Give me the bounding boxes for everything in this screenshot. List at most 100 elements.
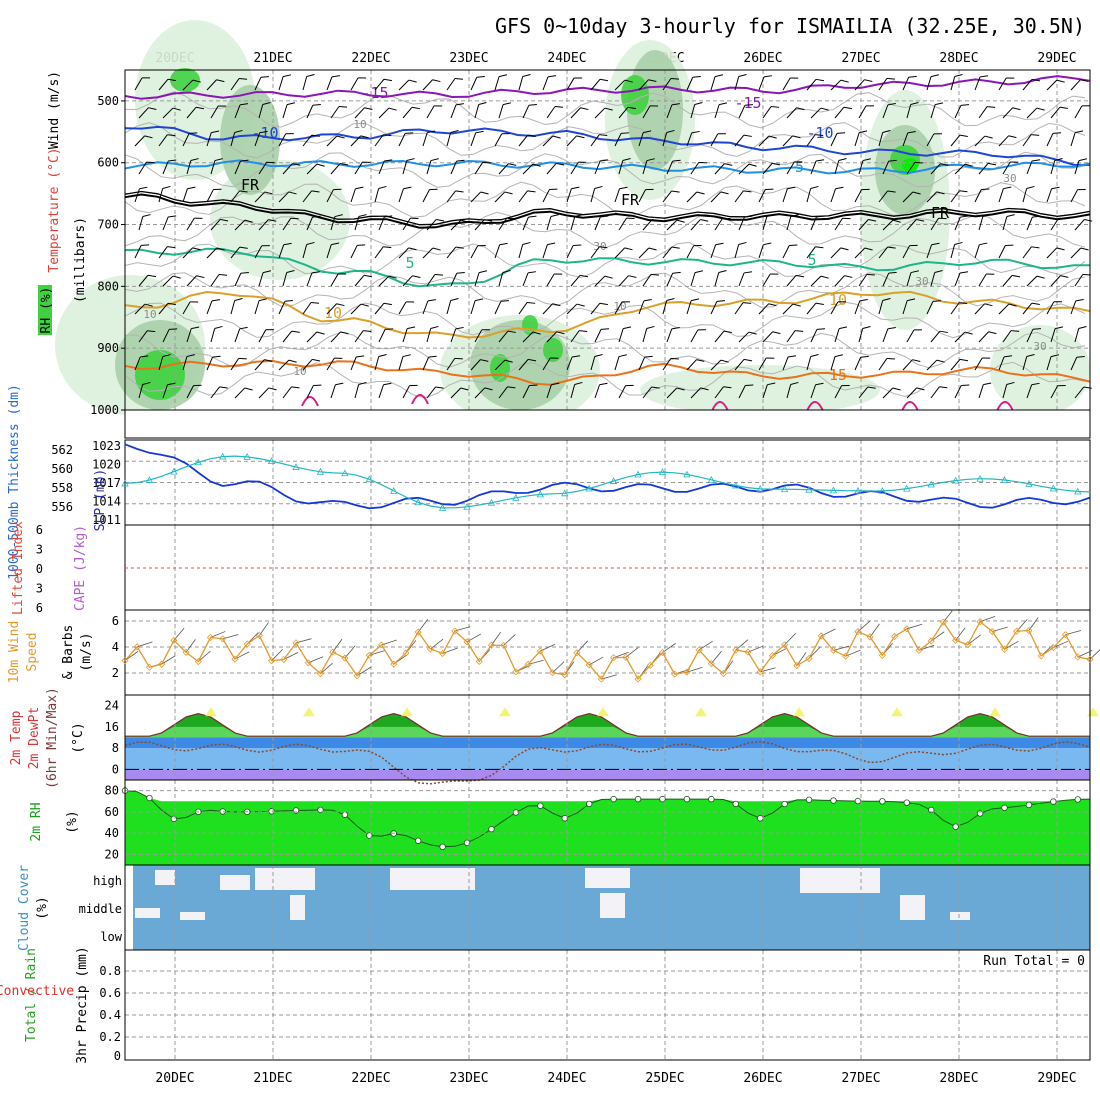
wind-marker xyxy=(585,661,593,669)
barb-staff xyxy=(810,216,817,231)
barb-flag xyxy=(313,384,322,387)
axis-title: (m/s) xyxy=(79,632,94,671)
barb-staff xyxy=(546,384,552,399)
wind-barb xyxy=(134,355,149,371)
barb-staff xyxy=(806,188,812,203)
barb-flag xyxy=(480,191,489,195)
barb-staff xyxy=(186,217,195,231)
wind-barb xyxy=(566,244,582,259)
barb-staff xyxy=(686,77,694,91)
barb-staff xyxy=(711,650,722,664)
wind-barb xyxy=(186,106,205,119)
barb-staff xyxy=(450,273,458,287)
barb-flag xyxy=(189,132,198,134)
wind-barb xyxy=(354,214,367,231)
wind-marker xyxy=(1025,626,1033,635)
barb-flag xyxy=(312,215,321,218)
barb-staff xyxy=(690,387,702,399)
rh-marker xyxy=(879,798,886,805)
barb-staff xyxy=(806,134,816,147)
barb-staff xyxy=(758,244,764,259)
wind-barb xyxy=(426,158,439,175)
barb-staff xyxy=(470,132,477,147)
barb-staff xyxy=(638,356,646,371)
barb-flag xyxy=(618,354,627,358)
wind-barb xyxy=(302,73,315,91)
barb-flag xyxy=(910,101,919,105)
barb-flag xyxy=(550,214,559,218)
wind-barb xyxy=(998,186,1012,203)
wind-barb xyxy=(954,331,973,343)
barb-staff xyxy=(134,356,141,371)
wind-barb xyxy=(306,271,320,287)
wind-barb xyxy=(808,646,821,659)
wind-barb xyxy=(642,158,655,175)
barb-flag xyxy=(146,161,155,163)
wind-barb xyxy=(906,219,925,231)
barb-flag xyxy=(506,217,515,220)
rh-isoline xyxy=(124,361,1086,399)
wind-barb xyxy=(690,161,707,175)
wind-barb xyxy=(230,190,248,203)
barb-staff xyxy=(422,79,433,91)
wind-marker xyxy=(548,669,557,677)
thickness-marker xyxy=(267,457,276,465)
rh-shading xyxy=(135,350,185,400)
barb-flag xyxy=(288,191,297,195)
slp-tick: 1011 xyxy=(92,513,121,527)
barb-staff xyxy=(254,132,261,147)
barb-staff xyxy=(1050,385,1059,399)
barb-flag xyxy=(187,186,196,190)
barb-flag xyxy=(167,382,176,386)
wind-marker xyxy=(475,657,483,666)
barb-staff xyxy=(738,163,750,175)
barb-flag xyxy=(363,330,372,333)
rh-isoline xyxy=(124,331,1086,369)
wind-barb xyxy=(494,74,508,91)
barb-staff xyxy=(882,104,889,119)
barb-flag xyxy=(234,297,243,301)
barb-flag xyxy=(594,354,603,357)
wind-barb xyxy=(796,652,807,666)
barb-staff xyxy=(402,385,410,399)
barb-staff xyxy=(974,244,980,259)
wind-barb xyxy=(594,107,613,119)
barb-staff xyxy=(234,273,242,287)
barb-staff xyxy=(930,386,940,399)
wind-barb xyxy=(614,79,633,91)
barb-flag xyxy=(886,77,895,80)
barb-staff xyxy=(210,274,220,287)
barb-flag xyxy=(882,297,891,301)
barb-flag xyxy=(1054,326,1064,330)
barb-flag xyxy=(960,271,969,274)
barb-staff xyxy=(158,356,164,371)
barb-flag xyxy=(190,158,199,162)
axis-title: Cloud Cover xyxy=(17,865,32,951)
wind-barb xyxy=(902,75,917,91)
wind-barb xyxy=(259,622,269,636)
wind-barb xyxy=(906,161,923,175)
barb-staff xyxy=(882,328,889,343)
barb-flag xyxy=(745,384,754,386)
barb-staff xyxy=(974,303,985,315)
axis-title: (6hr Min/Max) xyxy=(45,687,60,789)
barb-staff xyxy=(762,273,771,287)
wind-barb xyxy=(138,161,155,175)
barb-staff xyxy=(354,274,365,287)
barb-flag xyxy=(772,331,781,335)
barb-staff xyxy=(1070,132,1076,147)
wind-barb xyxy=(926,300,942,315)
wind-barb xyxy=(1002,274,1021,287)
wind-marker xyxy=(866,633,874,641)
barb-staff xyxy=(786,216,792,231)
wind-barb xyxy=(378,382,392,399)
barb-staff xyxy=(834,385,843,399)
wind-barb xyxy=(210,325,223,343)
wind-marker xyxy=(512,668,520,676)
barb-flag xyxy=(621,132,630,134)
barb-staff xyxy=(522,163,534,175)
wind-marker xyxy=(561,671,569,679)
barb-staff xyxy=(590,302,601,315)
clear-sky-patch xyxy=(155,870,175,885)
thickness-marker xyxy=(341,469,349,477)
